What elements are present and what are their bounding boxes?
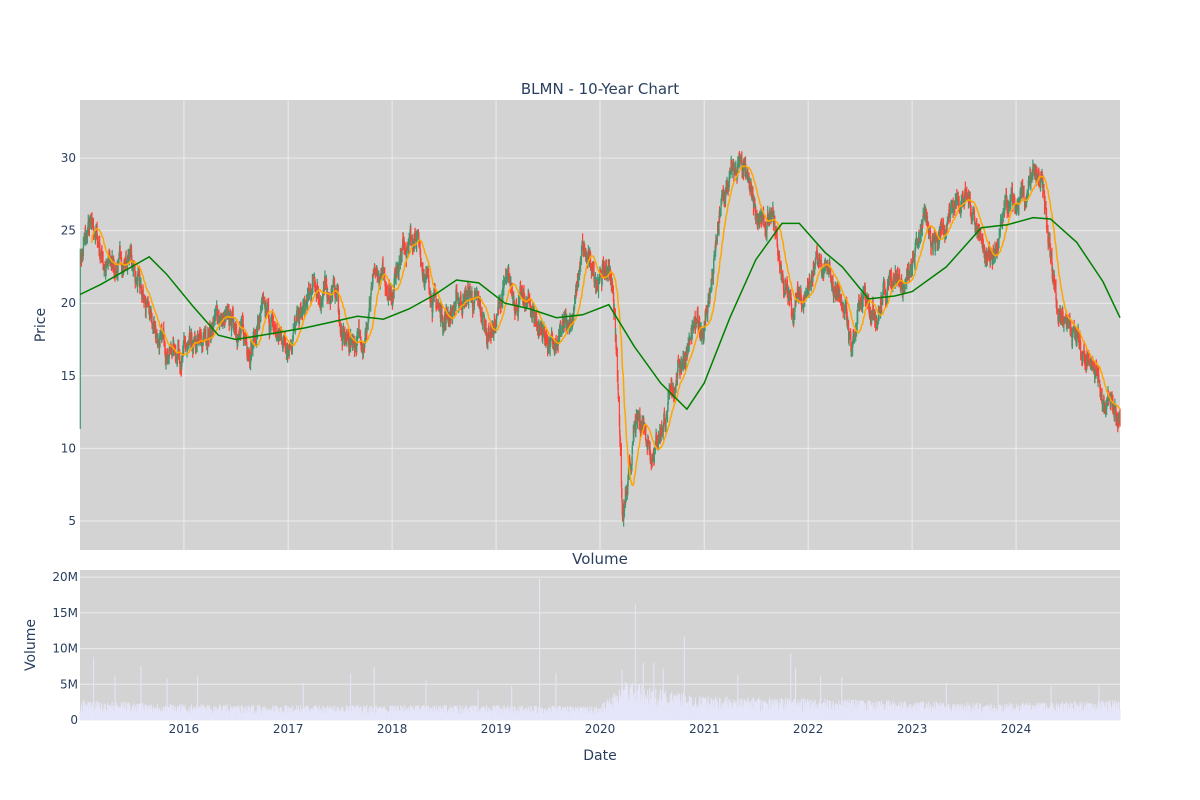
price-y-axis-title: Price bbox=[33, 308, 49, 342]
price-y-tick-label: 30 bbox=[61, 151, 76, 165]
price-gridlines bbox=[80, 100, 1120, 550]
price-y-tick-label: 10 bbox=[61, 441, 76, 455]
volume-plot-area bbox=[80, 570, 1120, 720]
sma-short-line bbox=[91, 165, 1121, 487]
price-y-tick-label: 15 bbox=[61, 369, 76, 383]
sma-long-line bbox=[79, 216, 1121, 411]
price-chart-title: BLMN - 10-Year Chart bbox=[521, 80, 679, 98]
price-y-tick-label: 20 bbox=[61, 296, 76, 310]
price-y-tick-label: 5 bbox=[68, 514, 76, 528]
price-moving-averages bbox=[79, 165, 1121, 487]
price-y-ticks: 5 10 15 20 25 30 bbox=[61, 151, 76, 528]
volume-chart-title: Volume bbox=[572, 550, 628, 568]
price-y-tick-label: 25 bbox=[61, 224, 76, 238]
volume-bars bbox=[79, 578, 1121, 720]
